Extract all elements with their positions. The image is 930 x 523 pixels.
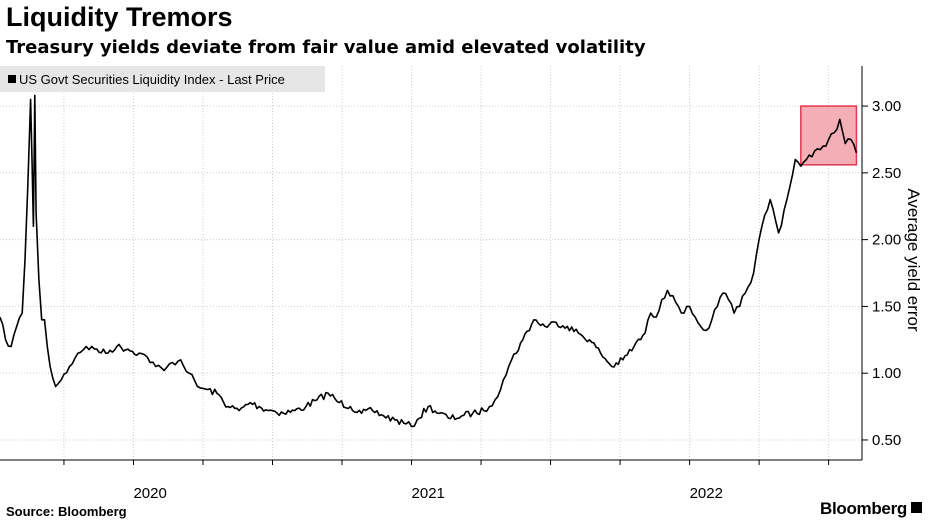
legend: US Govt Securities Liquidity Index - Las… — [0, 66, 325, 92]
series-line — [0, 94, 858, 428]
x-ticks: 2020 2021 2022 — [63, 460, 830, 500]
y-tick-label: 1.50 — [872, 298, 901, 315]
legend-label: US Govt Securities Liquidity Index - Las… — [19, 72, 285, 87]
y-tick-label: 2.50 — [872, 165, 901, 182]
y-tick-label: 1.00 — [872, 365, 901, 382]
y-axis-label: Average yield error — [904, 188, 923, 332]
chart-subtitle: Treasury yields deviate from fair value … — [6, 37, 646, 58]
source-note: Source: Bloomberg — [6, 504, 127, 519]
y-tick-label: 3.00 — [872, 98, 901, 115]
brand-glyph-icon — [911, 502, 922, 513]
year-dividers — [63, 66, 830, 460]
legend-swatch — [8, 75, 16, 83]
x-tick-label: 2021 — [412, 485, 445, 500]
legend-background — [0, 66, 325, 92]
y-tick-label: 0.50 — [872, 432, 901, 449]
x-tick-label: 2020 — [133, 485, 166, 500]
brand-logo: Bloomberg — [820, 499, 922, 519]
grid-lines — [0, 105, 862, 441]
brand-name: Bloomberg — [819, 499, 907, 518]
x-tick-label: 2022 — [690, 485, 723, 500]
line-chart: 0.50 1.00 1.50 2.00 2.50 3.00 2020 2021 2022 Av… — [0, 66, 923, 500]
y-tick-label: 2.00 — [872, 232, 901, 249]
y-ticks: 0.50 1.00 1.50 2.00 2.50 3.00 — [862, 98, 901, 449]
chart-title: Liquidity Tremors — [6, 2, 233, 32]
